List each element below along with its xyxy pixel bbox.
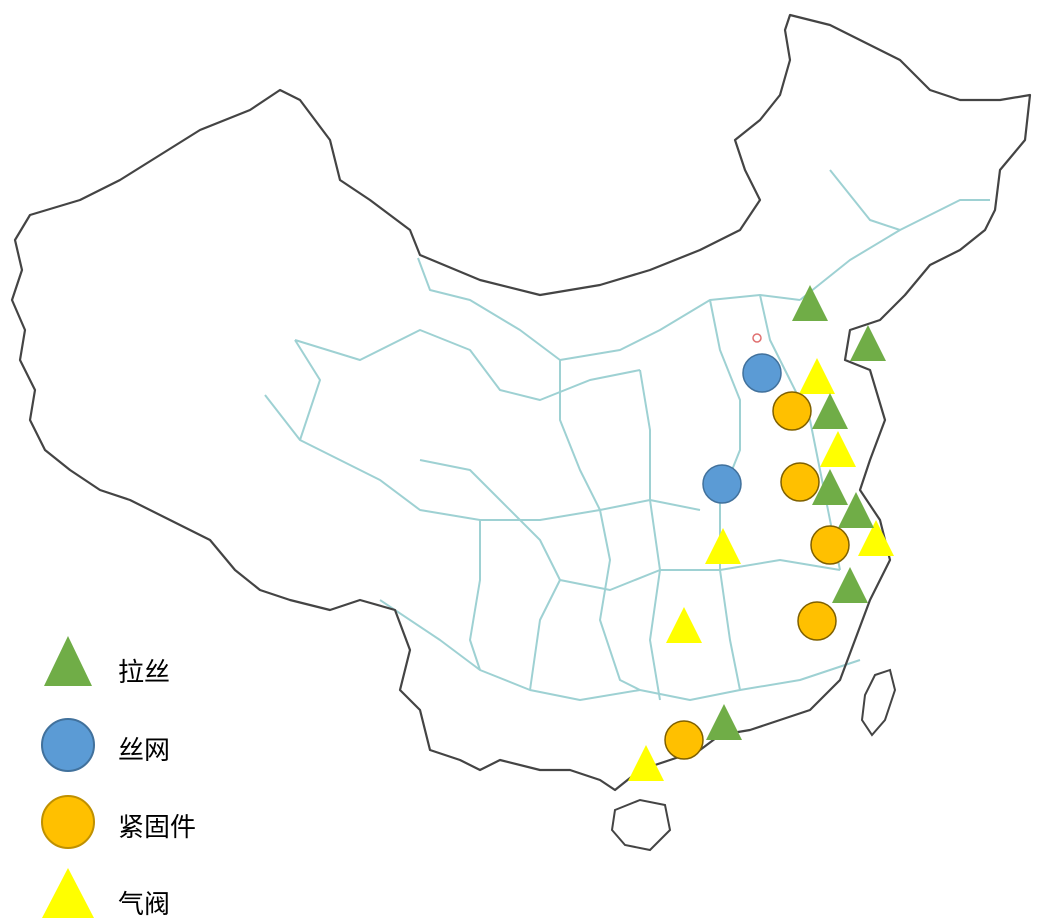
qifa-marker — [705, 528, 741, 564]
jingujian-marker — [810, 525, 850, 565]
siwang-marker — [742, 353, 782, 393]
jingujian-marker — [797, 601, 837, 641]
legend-label-qifa: 气阀 — [118, 890, 171, 920]
capital-marker — [752, 333, 762, 343]
siwang-marker — [702, 464, 742, 504]
green-triangle-icon — [44, 636, 92, 686]
qifa-marker — [858, 520, 894, 556]
qifa-marker — [820, 431, 856, 467]
qifa-marker — [799, 358, 835, 394]
lashi-marker — [838, 492, 874, 528]
jingujian-marker — [780, 462, 820, 502]
lashi-marker — [792, 285, 828, 321]
lashi-marker — [850, 325, 886, 361]
legend-label-jingujian: 紧固件 — [118, 813, 197, 843]
lashi-marker — [706, 704, 742, 740]
province-borders — [264, 169, 990, 701]
legend-label-siwang: 丝网 — [118, 736, 171, 766]
map-markers — [628, 285, 894, 781]
jingujian-marker — [772, 391, 812, 431]
blue-circle-icon — [41, 718, 95, 772]
lashi-marker — [812, 393, 848, 429]
taiwan-island — [860, 668, 897, 737]
legend-label-lashi: 拉丝 — [118, 658, 171, 688]
lashi-marker — [812, 469, 848, 505]
qifa-marker — [666, 607, 702, 643]
yellow-triangle-icon — [42, 868, 94, 918]
national-border — [10, 13, 1032, 792]
hainan-island — [610, 798, 672, 852]
legend — [41, 636, 95, 918]
qifa-marker — [628, 745, 664, 781]
lashi-marker — [832, 567, 868, 603]
orange-circle-icon — [41, 795, 95, 849]
jingujian-marker — [664, 720, 704, 760]
